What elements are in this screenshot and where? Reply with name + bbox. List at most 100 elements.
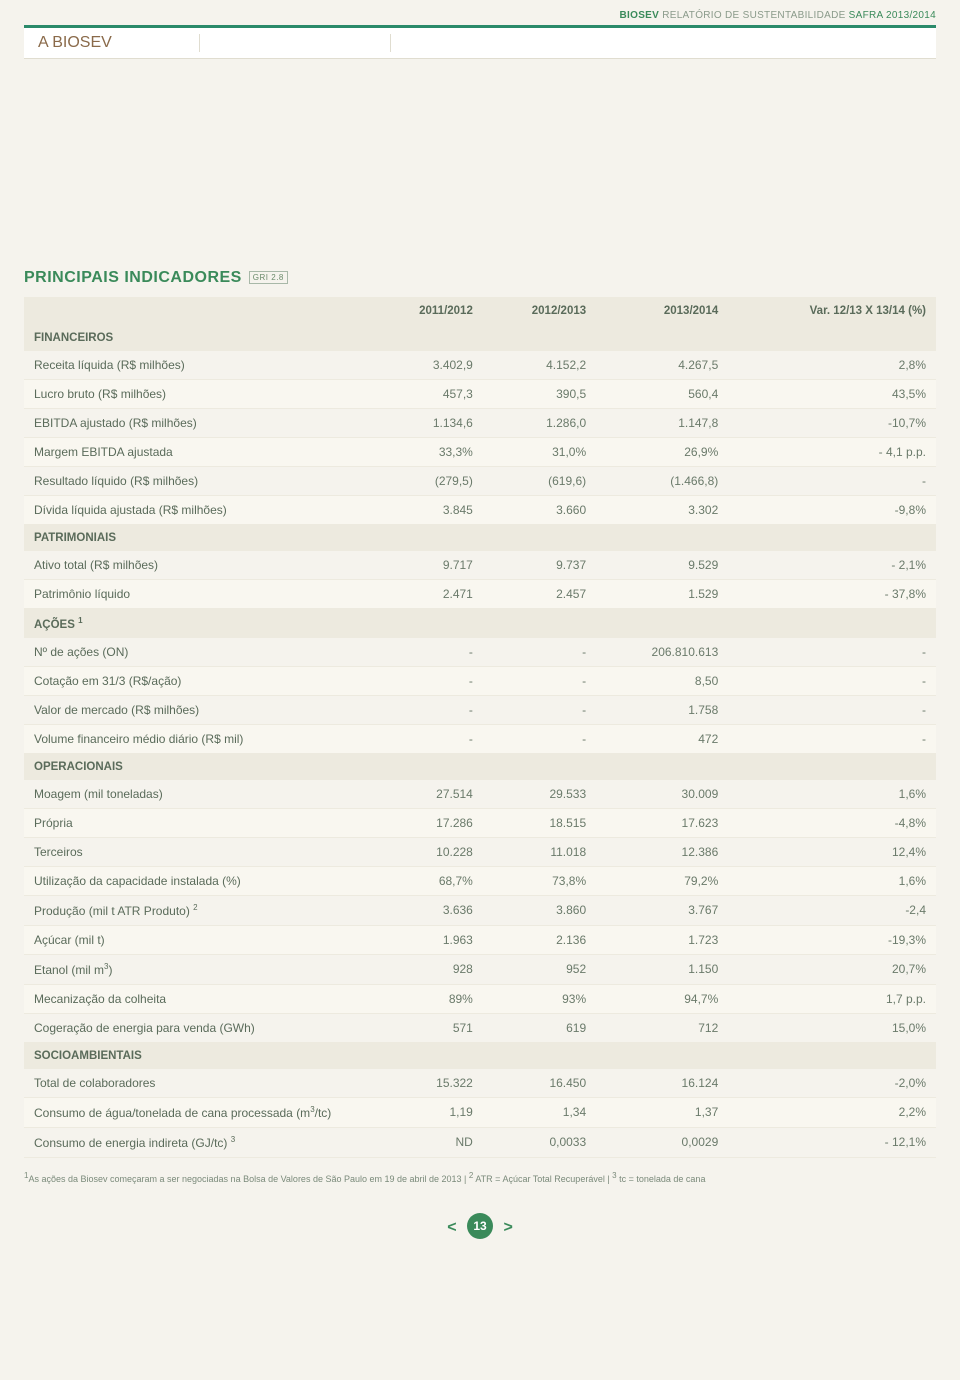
- cell: 9.737: [483, 551, 596, 580]
- table-row: Moagem (mil toneladas)27.51429.53330.009…: [24, 780, 936, 809]
- cell: 2.457: [483, 580, 596, 609]
- cell: 3.302: [596, 496, 728, 525]
- brand-name: BIOSEV: [620, 10, 660, 21]
- cell: 928: [371, 954, 483, 984]
- table-row: Açúcar (mil t)1.9632.1361.723-19,3%: [24, 925, 936, 954]
- row-label: Cotação em 31/3 (R$/ação): [24, 666, 371, 695]
- cell: 1.758: [596, 695, 728, 724]
- report-title: RELATÓRIO DE SUSTENTABILIDADE: [659, 10, 849, 21]
- cell: -: [728, 695, 936, 724]
- cell: 2,2%: [728, 1097, 936, 1127]
- cell: -9,8%: [728, 496, 936, 525]
- cell: -: [728, 666, 936, 695]
- breadcrumb: A BIOSEV: [24, 25, 936, 59]
- cell: 1,37: [596, 1097, 728, 1127]
- cell: 11.018: [483, 837, 596, 866]
- cell: 27.514: [371, 780, 483, 809]
- section-label: FINANCEIROS: [24, 325, 936, 351]
- cell: 472: [596, 724, 728, 753]
- cell: 20,7%: [728, 954, 936, 984]
- row-label: Consumo de energia indireta (GJ/tc) 3: [24, 1127, 371, 1157]
- cell: 560,4: [596, 380, 728, 409]
- cell: - 2,1%: [728, 551, 936, 580]
- cell: 1,7 p.p.: [728, 984, 936, 1013]
- cell: 94,7%: [596, 984, 728, 1013]
- cell: 0,0029: [596, 1127, 728, 1157]
- section-label: SOCIOAMBIENTAIS: [24, 1042, 936, 1069]
- section-row-financeiros: FINANCEIROS: [24, 325, 936, 351]
- cell: (1.466,8): [596, 467, 728, 496]
- prev-page-button[interactable]: <: [441, 1219, 462, 1236]
- row-label: Cogeração de energia para venda (GWh): [24, 1013, 371, 1042]
- cell: - 12,1%: [728, 1127, 936, 1157]
- cell: 457,3: [371, 380, 483, 409]
- table-row: Margem EBITDA ajustada33,3%31,0%26,9%- 4…: [24, 438, 936, 467]
- table-header-row: 2011/2012 2012/2013 2013/2014 Var. 12/13…: [24, 297, 936, 325]
- cell: 30.009: [596, 780, 728, 809]
- cell: -: [371, 724, 483, 753]
- row-label: Total de colaboradores: [24, 1069, 371, 1098]
- table-row: Mecanização da colheita89%93%94,7%1,7 p.…: [24, 984, 936, 1013]
- table-row: Dívida líquida ajustada (R$ milhões)3.84…: [24, 496, 936, 525]
- cell: 9.529: [596, 551, 728, 580]
- table-row: Total de colaboradores15.32216.45016.124…: [24, 1069, 936, 1098]
- row-label: Própria: [24, 808, 371, 837]
- row-label: Moagem (mil toneladas): [24, 780, 371, 809]
- cell: (619,6): [483, 467, 596, 496]
- cell: 4.152,2: [483, 351, 596, 380]
- cell: -: [483, 695, 596, 724]
- cell: -: [483, 724, 596, 753]
- cell: 68,7%: [371, 866, 483, 895]
- cell: 31,0%: [483, 438, 596, 467]
- table-row: Própria17.28618.51517.623-4,8%: [24, 808, 936, 837]
- section-label: PATRIMONIAIS: [24, 525, 936, 552]
- cell: 952: [483, 954, 596, 984]
- cell: - 37,8%: [728, 580, 936, 609]
- row-label: Utilização da capacidade instalada (%): [24, 866, 371, 895]
- row-label: EBITDA ajustado (R$ milhões): [24, 409, 371, 438]
- cell: 10.228: [371, 837, 483, 866]
- row-label: Volume financeiro médio diário (R$ mil): [24, 724, 371, 753]
- cell: 619: [483, 1013, 596, 1042]
- cell: 43,5%: [728, 380, 936, 409]
- table-row: EBITDA ajustado (R$ milhões)1.134,61.286…: [24, 409, 936, 438]
- cell: -2,4: [728, 895, 936, 925]
- cell: 16.124: [596, 1069, 728, 1098]
- cell: 1,19: [371, 1097, 483, 1127]
- row-label: Nº de ações (ON): [24, 638, 371, 667]
- row-label: Valor de mercado (R$ milhões): [24, 695, 371, 724]
- cell: 73,8%: [483, 866, 596, 895]
- footnote-1: As ações da Biosev começaram a ser negoc…: [28, 1174, 468, 1184]
- cell: 4.267,5: [596, 351, 728, 380]
- table-row: Receita líquida (R$ milhões)3.402,94.152…: [24, 351, 936, 380]
- next-page-button[interactable]: >: [497, 1219, 518, 1236]
- breadcrumb-item[interactable]: A BIOSEV: [38, 34, 112, 51]
- cell: -: [371, 695, 483, 724]
- cell: 1.134,6: [371, 409, 483, 438]
- cell: 12,4%: [728, 837, 936, 866]
- row-label: Patrimônio líquido: [24, 580, 371, 609]
- table-row: Etanol (mil m3)9289521.15020,7%: [24, 954, 936, 984]
- cell: 16.450: [483, 1069, 596, 1098]
- section-row-acoes: AÇÕES 1: [24, 609, 936, 638]
- cell: 18.515: [483, 808, 596, 837]
- row-label: Receita líquida (R$ milhões): [24, 351, 371, 380]
- cell: 2.136: [483, 925, 596, 954]
- cell: 15.322: [371, 1069, 483, 1098]
- cell: 93%: [483, 984, 596, 1013]
- row-label: Produção (mil t ATR Produto) 2: [24, 895, 371, 925]
- cell: - 4,1 p.p.: [728, 438, 936, 467]
- cell: 1,6%: [728, 866, 936, 895]
- cell: 17.286: [371, 808, 483, 837]
- section-title-text: PRINCIPAIS INDICADORES: [24, 269, 242, 286]
- cell: 89%: [371, 984, 483, 1013]
- table-row: Resultado líquido (R$ milhões)(279,5)(61…: [24, 467, 936, 496]
- table-row: Terceiros10.22811.01812.38612,4%: [24, 837, 936, 866]
- pager: < 13 >: [24, 1213, 936, 1239]
- cell: 12.386: [596, 837, 728, 866]
- cell: 29.533: [483, 780, 596, 809]
- footnote-2: ATR = Açúcar Total Recuperável |: [473, 1174, 612, 1184]
- cell: 3.767: [596, 895, 728, 925]
- report-header: BIOSEV RELATÓRIO DE SUSTENTABILIDADE SAF…: [24, 0, 936, 25]
- section-row-socioambientais: SOCIOAMBIENTAIS: [24, 1042, 936, 1069]
